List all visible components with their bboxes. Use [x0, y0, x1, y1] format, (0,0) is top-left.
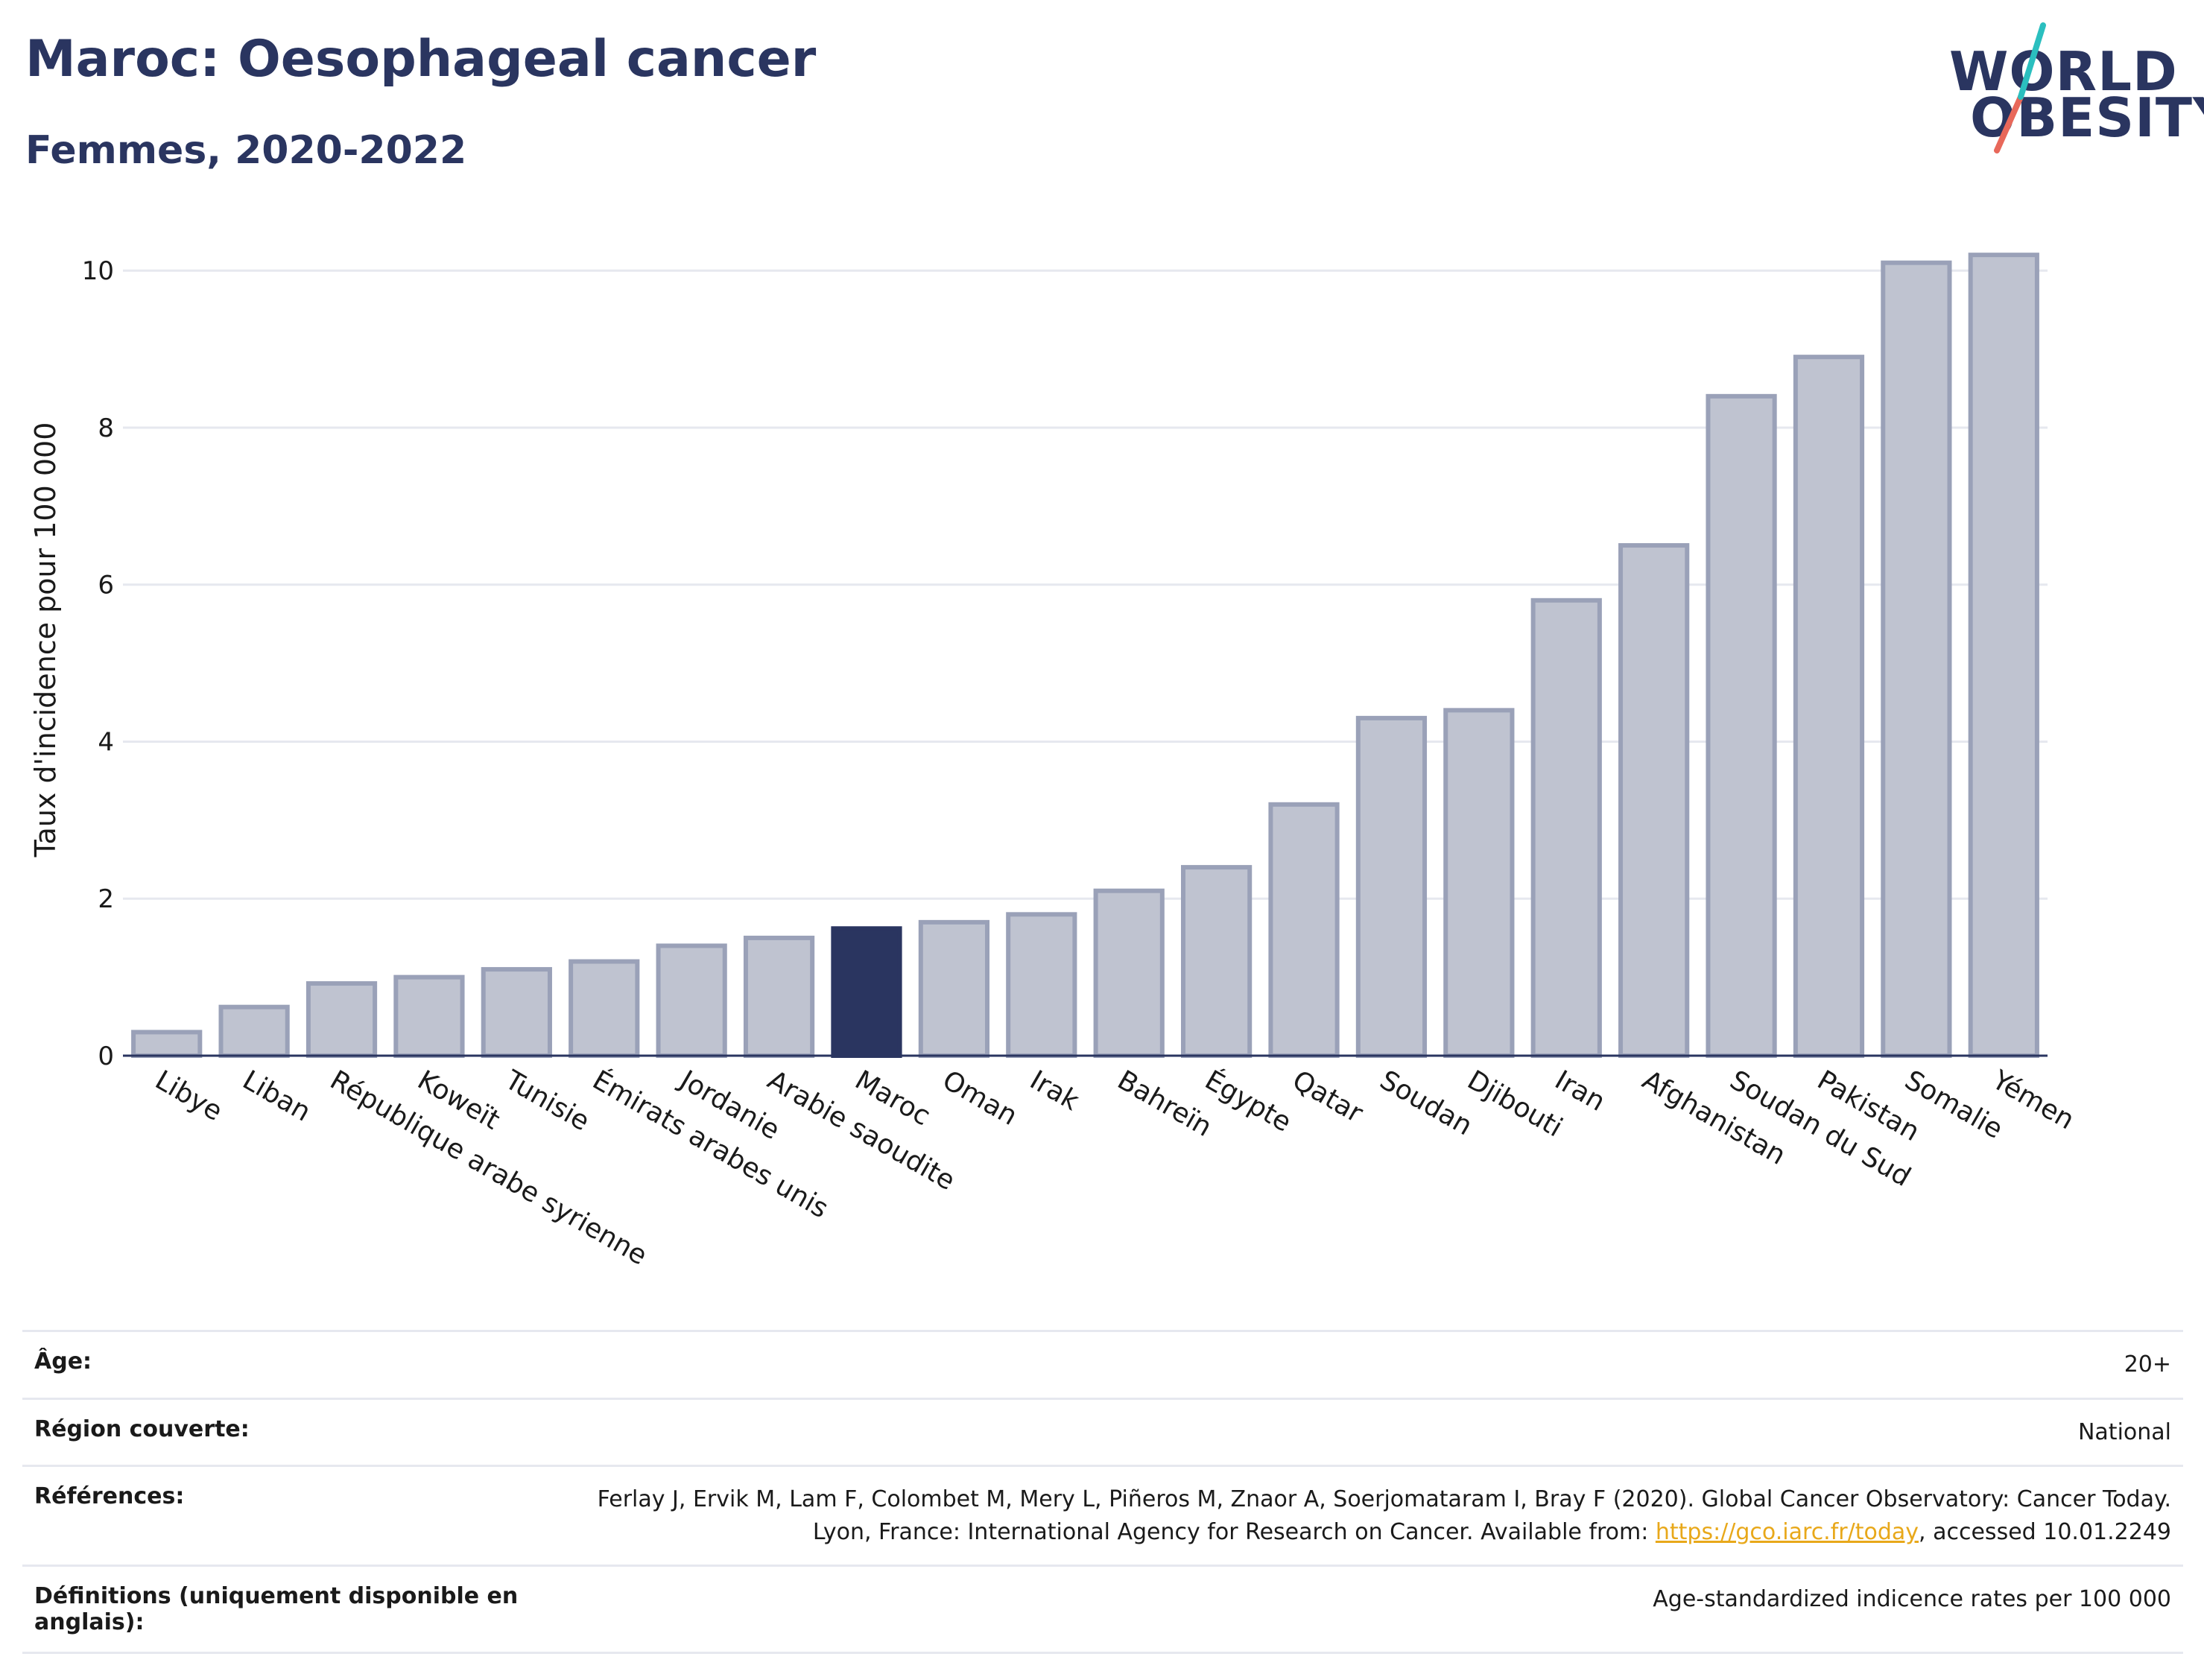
- logo-line-1: WORLD: [1949, 40, 2178, 103]
- x-tick-label: Irak: [1025, 1065, 1084, 1117]
- region-label: Région couverte:: [22, 1397, 538, 1466]
- bar: [831, 926, 902, 1059]
- references-text: Ferlay J, Ervik M, Lam F, Colombet M, Me…: [597, 1486, 2171, 1545]
- references-link[interactable]: https://gco.iarc.fr/today: [1655, 1518, 1919, 1545]
- y-tick-label: 0: [98, 1042, 114, 1071]
- x-tick-label: Libye: [150, 1065, 227, 1127]
- x-tick-label: Liban: [238, 1065, 316, 1127]
- definitions-value: Age-standardized indicence rates per 100…: [538, 1565, 2183, 1654]
- bar: [918, 919, 990, 1059]
- age-value: 20+: [538, 1330, 2183, 1398]
- bar: [393, 974, 465, 1059]
- bar: [569, 959, 640, 1058]
- info-row-references: Références: Ferlay J, Ervik M, Lam F, Co…: [22, 1465, 2183, 1566]
- y-axis-label: Taux d'incidence pour 100 000: [29, 422, 62, 858]
- y-tick-label: 6: [98, 571, 114, 600]
- bar: [1968, 253, 2039, 1058]
- bar: [656, 943, 727, 1058]
- bar: [1881, 260, 1952, 1058]
- x-tick-label: Tunisie: [499, 1065, 595, 1138]
- bar: [743, 935, 815, 1058]
- logo-slash-icon: [1994, 22, 2046, 153]
- references-accessed: , accessed 10.01.2249: [1919, 1518, 2171, 1545]
- y-tick-label: 4: [98, 727, 114, 757]
- x-tick-label: Bahreïn: [1112, 1065, 1217, 1143]
- chart-title: Maroc: Oesophageal cancer: [25, 30, 817, 89]
- bar: [1618, 543, 1690, 1058]
- bar: [218, 1004, 290, 1058]
- bar: [481, 967, 552, 1059]
- y-tick-label: 8: [98, 413, 114, 443]
- bar: [1443, 708, 1515, 1058]
- bar: [1706, 393, 1777, 1058]
- region-value: National: [538, 1397, 2183, 1466]
- x-tick-label: Égypte: [1200, 1064, 1296, 1138]
- bar: [1180, 865, 1253, 1059]
- references-value: Ferlay J, Ervik M, Lam F, Colombet M, Me…: [538, 1465, 2183, 1566]
- info-row-region: Région couverte: National: [22, 1397, 2183, 1466]
- world-obesity-logo: WORLD OBESITY: [1937, 22, 2204, 156]
- x-tick-label: Iran: [1550, 1065, 1610, 1118]
- bar: [305, 981, 378, 1059]
- definitions-label: Définitions (uniquement disponible en an…: [22, 1565, 538, 1654]
- age-label: Âge:: [22, 1330, 538, 1398]
- y-tick-label: 10: [82, 256, 114, 286]
- x-tick-label: Djibouti: [1462, 1065, 1567, 1143]
- bar: [131, 1030, 203, 1059]
- y-tick-label: 2: [98, 884, 114, 914]
- info-row-definitions: Définitions (uniquement disponible en an…: [22, 1565, 2183, 1654]
- references-label: Références:: [22, 1465, 538, 1566]
- x-tick-label: Soudan: [1375, 1065, 1478, 1141]
- bar-chart: 0 2 4 6 8 10 Taux d'incidence pour 100 000 Liby…: [29, 253, 2080, 1272]
- x-tick-label: Oman: [937, 1065, 1022, 1132]
- chart-subtitle: Femmes, 2020-2022: [25, 128, 467, 173]
- x-tick-label: Qatar: [1288, 1065, 1368, 1129]
- info-row-age: Âge: 20+: [22, 1330, 2183, 1398]
- info-table: Âge: 20+ Région couverte: National Référ…: [22, 1330, 2183, 1654]
- bar: [1006, 912, 1077, 1059]
- bar: [1793, 355, 1865, 1059]
- bar: [1355, 715, 1428, 1059]
- bar: [1530, 597, 1602, 1058]
- bar: [1093, 888, 1165, 1058]
- bar: [1268, 802, 1340, 1059]
